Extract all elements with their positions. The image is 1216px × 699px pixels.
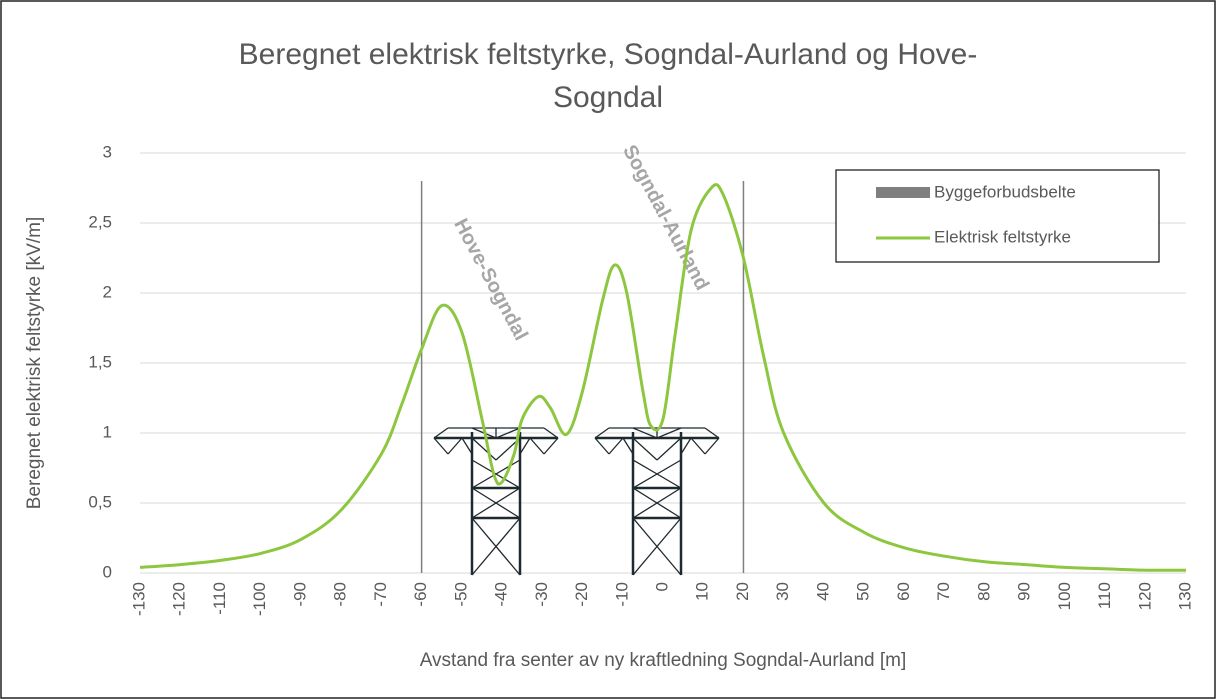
y-tick-label: 0	[103, 562, 112, 581]
legend-label: Elektrisk feltstyrke	[934, 227, 1071, 246]
bar	[421, 181, 423, 573]
x-tick-label: 50	[854, 582, 873, 601]
x-tick-label: 40	[813, 582, 832, 601]
x-tick-label: 30	[773, 582, 792, 601]
x-tick-label: -50	[451, 582, 470, 607]
x-tick-label: -100	[250, 582, 269, 616]
x-tick-label: 70	[934, 582, 953, 601]
x-tick-label: 80	[974, 582, 993, 601]
x-tick-label: 60	[894, 582, 913, 601]
chart-title: Beregnet elektrisk feltstyrke, Sogndal-A…	[239, 38, 978, 71]
y-axis-label: Beregnet elektrisk feltstyrke [kV/m]	[24, 217, 45, 510]
y-tick-label: 1	[103, 422, 112, 441]
y-tick-label: 3	[103, 142, 112, 161]
x-tick-label: -10	[612, 582, 631, 607]
legend-swatch	[876, 187, 930, 198]
x-tick-label: -30	[532, 582, 551, 607]
bar	[743, 181, 745, 573]
y-tick-label: 2	[103, 282, 112, 301]
x-tick-label: -120	[170, 582, 189, 616]
x-tick-label: -60	[411, 582, 430, 607]
x-tick-label: 110	[1095, 582, 1114, 609]
x-tick-label: -90	[290, 582, 309, 607]
x-tick-label: -130	[129, 582, 148, 616]
y-tick-label: 2,5	[88, 212, 112, 231]
x-tick-label: 130	[1175, 582, 1194, 610]
x-axis-label: Avstand fra senter av ny kraftledning So…	[420, 650, 907, 671]
x-tick-label: -80	[331, 582, 350, 607]
x-tick-label: -70	[371, 582, 390, 607]
y-tick-label: 0,5	[88, 492, 112, 511]
x-tick-label: 120	[1135, 582, 1154, 610]
x-tick-label: -40	[492, 582, 511, 607]
x-tick-label: -110	[210, 582, 229, 615]
x-tick-label: 10	[693, 582, 712, 601]
chart-title: Sogndal	[553, 81, 663, 114]
x-tick-label: 100	[1055, 582, 1074, 610]
x-tick-label: 90	[1015, 582, 1034, 601]
x-tick-label: -20	[572, 582, 591, 607]
x-tick-label: 20	[733, 582, 752, 601]
y-tick-label: 1,5	[88, 352, 112, 371]
legend-label: Byggeforbudsbelte	[934, 182, 1076, 201]
x-tick-label: 0	[652, 582, 671, 591]
chart: Beregnet elektrisk feltstyrke, Sogndal-A…	[0, 0, 1216, 699]
